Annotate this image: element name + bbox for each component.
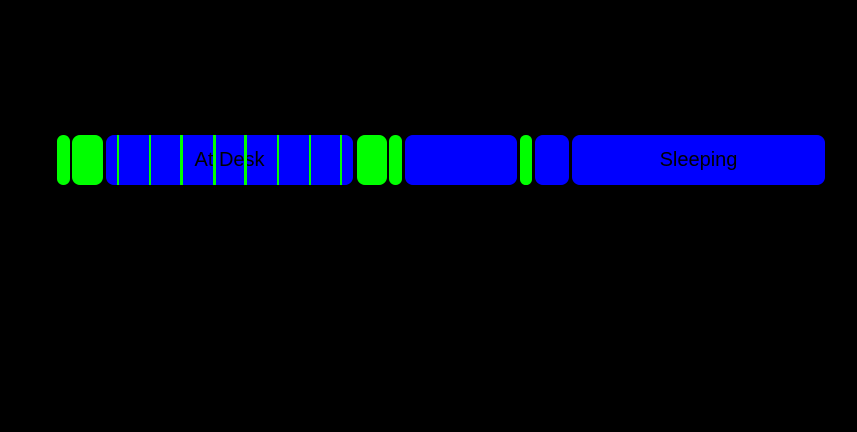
hour-divider-tick — [180, 135, 183, 185]
hour-divider-tick — [339, 135, 343, 185]
timeline-segment-blue-7[interactable] — [535, 135, 569, 185]
hour-divider-tick — [116, 135, 120, 185]
hour-divider-tick — [308, 135, 312, 185]
hour-divider-tick — [213, 135, 216, 185]
hour-divider-tick — [244, 135, 247, 185]
hour-divider-tick — [276, 135, 280, 185]
timeline-segment-green-1[interactable] — [72, 135, 103, 185]
segment-label: Sleeping — [659, 149, 738, 171]
timeline-segment-green-3[interactable] — [357, 135, 387, 185]
timeline-segment-green-0[interactable] — [57, 135, 70, 185]
timeline-segment-green-6[interactable] — [520, 135, 532, 185]
timeline-segment-green-4[interactable] — [389, 135, 402, 185]
timeline-segment-at-desk[interactable]: At Desk — [106, 135, 353, 185]
hour-divider-tick — [148, 135, 152, 185]
segment-label: At Desk — [194, 149, 265, 171]
timeline-segment-blue-5[interactable] — [405, 135, 517, 185]
timeline-segment-sleeping[interactable]: Sleeping — [572, 135, 825, 185]
